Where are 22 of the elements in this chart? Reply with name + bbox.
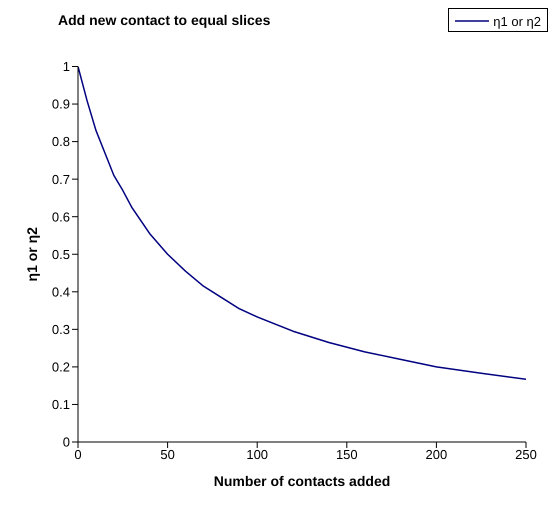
- y-tick-label: 0.9: [52, 96, 70, 112]
- line-series: [78, 66, 526, 380]
- chart-title: Add new contact to equal slices: [58, 12, 270, 28]
- x-tick-label: 50: [160, 447, 175, 462]
- y-tick-label: 0.6: [52, 209, 70, 224]
- y-tick-label: 0.2: [52, 360, 70, 375]
- x-axis-title: Number of contacts added: [214, 473, 390, 489]
- y-tick-label: 0: [62, 434, 70, 450]
- y-tick-label: 1: [62, 59, 70, 74]
- y-tick-label: 0.3: [52, 322, 70, 337]
- y-tick-label: 0.7: [52, 172, 70, 187]
- x-tick-label: 150: [336, 447, 358, 462]
- y-tick-label: 0.5: [52, 246, 70, 262]
- y-tick-label: 0.4: [52, 284, 70, 300]
- x-tick-label: 200: [426, 447, 448, 462]
- y-tick-label: 0.1: [52, 397, 70, 412]
- y-tick-label: 0.8: [52, 134, 70, 150]
- x-tick-label: 0: [74, 447, 82, 462]
- legend-label: η1 or η2: [493, 14, 541, 28]
- y-axis-title: η1 or η2: [24, 226, 40, 282]
- x-tick-label: 250: [515, 447, 537, 462]
- x-tick-label: 100: [246, 447, 268, 462]
